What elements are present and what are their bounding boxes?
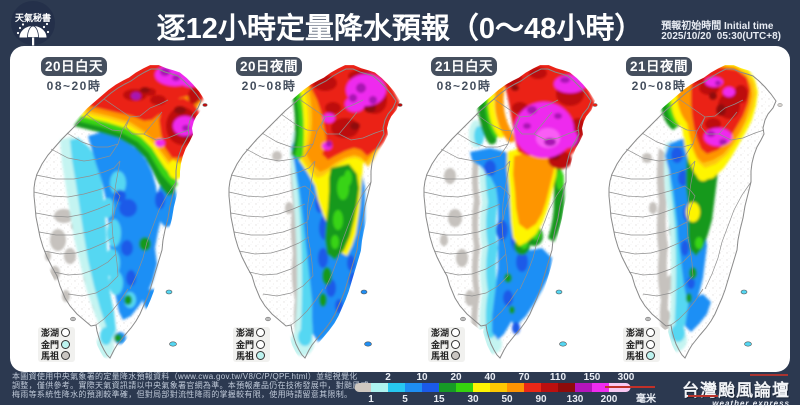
svg-text:90: 90 [535, 394, 547, 404]
svg-text:130: 130 [567, 394, 584, 404]
svg-text:5: 5 [402, 394, 408, 404]
svg-text:70: 70 [518, 372, 530, 383]
svg-text:20: 20 [450, 372, 462, 383]
svg-text:50: 50 [501, 394, 513, 404]
svg-text:10: 10 [416, 372, 428, 383]
svg-text:30: 30 [467, 394, 479, 404]
svg-text:300: 300 [618, 372, 635, 383]
svg-text:150: 150 [584, 372, 601, 383]
svg-text:1: 1 [368, 394, 374, 404]
svg-text:200: 200 [601, 394, 618, 404]
svg-text:2: 2 [385, 372, 391, 383]
svg-text:110: 110 [550, 372, 567, 383]
svg-text:15: 15 [433, 394, 445, 404]
svg-text:毫米: 毫米 [636, 392, 657, 404]
svg-text:40: 40 [484, 372, 496, 383]
